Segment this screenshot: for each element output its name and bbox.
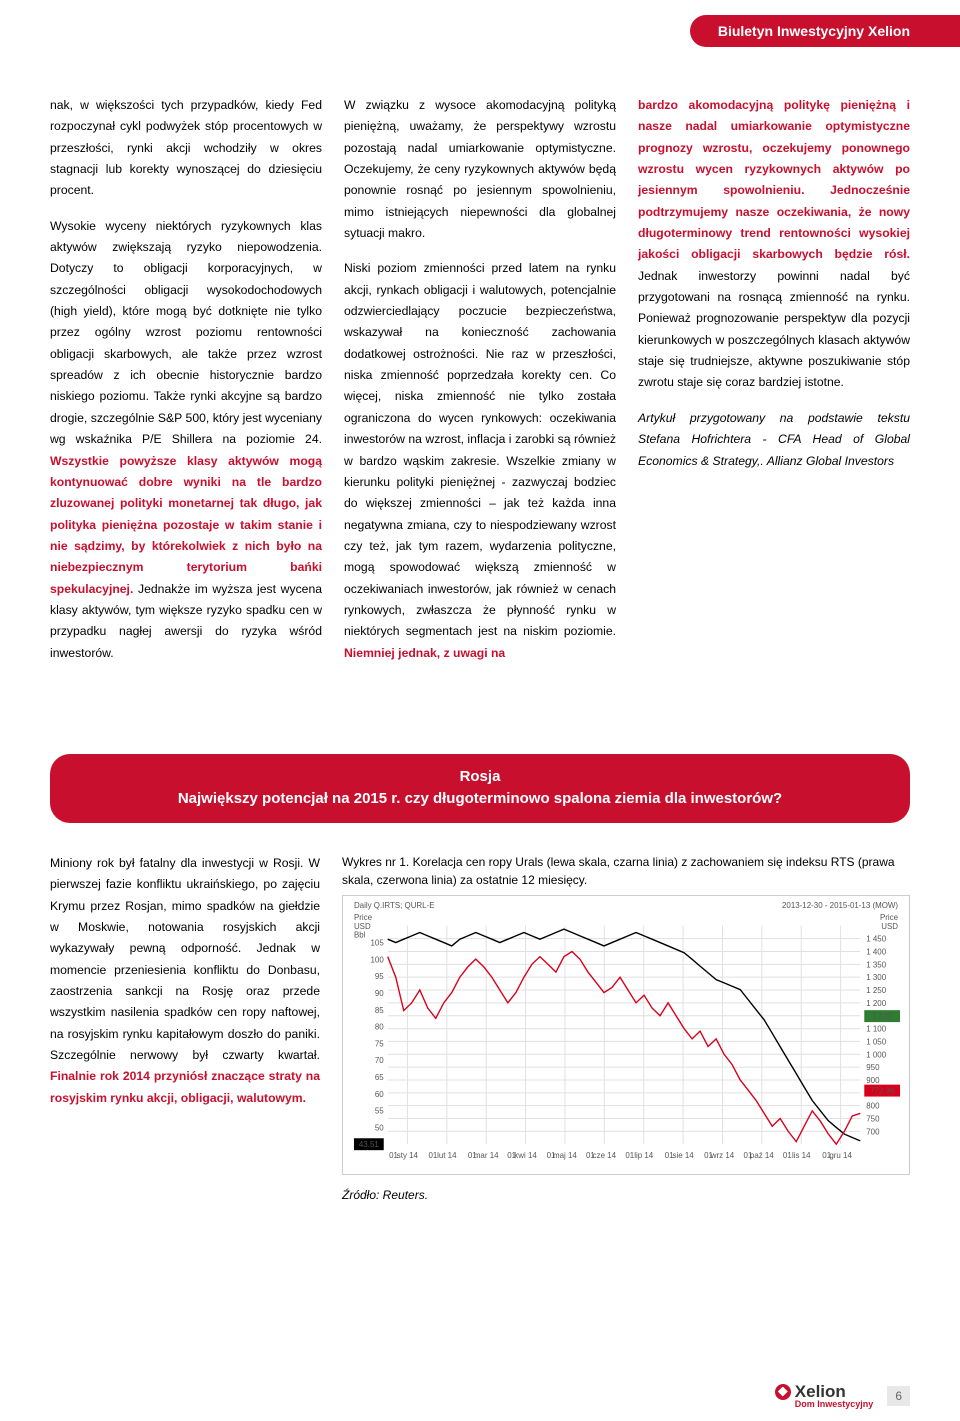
svg-text:1 100: 1 100	[866, 1024, 886, 1033]
col2-p2b: Niemniej jednak, z uwagi na	[344, 646, 505, 660]
svg-text:100: 100	[370, 955, 384, 964]
col1-p2b: Wszystkie powyższe klasy aktywów mogą ko…	[50, 454, 322, 596]
svg-text:maj 14: maj 14	[553, 1151, 577, 1160]
logo-mark-icon	[775, 1384, 791, 1400]
chart-title: Daily Q.IRTS; QURL-E	[354, 901, 435, 910]
svg-text:lut 14: lut 14	[437, 1151, 457, 1160]
logo-name: Xelion	[795, 1383, 846, 1400]
logo-sub: Dom Inwestycyjny	[795, 1400, 874, 1409]
svg-text:70: 70	[375, 1056, 384, 1065]
col1-p2a: Wysokie wyceny niektórych ryzykownych kl…	[50, 219, 322, 446]
lower-p1a: Miniony rok był fatalny dla inwestycji w…	[50, 856, 320, 1062]
svg-text:mar 14: mar 14	[474, 1151, 499, 1160]
svg-text:1 400: 1 400	[866, 947, 886, 956]
svg-text:wrz 14: wrz 14	[710, 1151, 735, 1160]
svg-text:lip 14: lip 14	[634, 1151, 654, 1160]
svg-text:75: 75	[375, 1039, 384, 1048]
left-axis-unit1: USD	[354, 922, 371, 931]
svg-text:700: 700	[866, 1127, 880, 1136]
svg-text:01: 01	[625, 1151, 634, 1160]
svg-text:1 300: 1 300	[866, 973, 886, 982]
section-banner: Rosja Największy potencjał na 2015 r. cz…	[50, 754, 910, 823]
left-axis-unit2: Bbl	[354, 931, 366, 940]
col2-p1: W związku z wysoce akomodacyjną polityką…	[344, 95, 616, 244]
svg-text:50: 50	[375, 1123, 384, 1132]
svg-text:lis 14: lis 14	[792, 1151, 811, 1160]
svg-text:1 050: 1 050	[866, 1037, 886, 1046]
svg-text:gru 14: gru 14	[829, 1151, 852, 1160]
col3-p1c: Jednak inwestorzy powinni nadal być przy…	[638, 269, 910, 390]
header-title: Biuletyn Inwestycyjny Xelion	[690, 15, 960, 47]
svg-text:1 200: 1 200	[866, 999, 886, 1008]
svg-text:kwi 14: kwi 14	[514, 1151, 537, 1160]
right-value-red: 772.36	[870, 1087, 895, 1096]
chart-caption: Wykres nr 1. Korelacja cen ropy Urals (l…	[342, 853, 910, 889]
svg-text:950: 950	[866, 1063, 880, 1072]
svg-text:01: 01	[507, 1151, 516, 1160]
col3-p1: bardzo akomodacyjną politykę pieniężną i…	[638, 95, 910, 394]
svg-text:1 450: 1 450	[866, 935, 886, 944]
lower-left: Miniony rok był fatalny dla inwestycji w…	[50, 853, 320, 1206]
svg-text:80: 80	[375, 1023, 384, 1032]
svg-text:95: 95	[375, 972, 384, 981]
lower-section: Miniony rok był fatalny dla inwestycji w…	[50, 853, 910, 1206]
svg-text:105: 105	[370, 939, 384, 948]
svg-text:paź 14: paź 14	[750, 1151, 774, 1160]
chart-container: Daily Q.IRTS; QURL-E 2013-12-30 - 2015-0…	[342, 895, 910, 1175]
banner-line2: Największy potencjał na 2015 r. czy dług…	[80, 788, 880, 811]
svg-text:90: 90	[375, 989, 384, 998]
right-axis-label: Price	[880, 913, 899, 922]
svg-text:sie 14: sie 14	[672, 1151, 694, 1160]
svg-text:01: 01	[586, 1151, 595, 1160]
series-black-line	[388, 929, 861, 1141]
right-value-green: 1.123	[872, 1012, 892, 1021]
svg-text:01: 01	[822, 1151, 831, 1160]
col-1: nak, w większości tych przypadków, kiedy…	[50, 95, 322, 664]
svg-text:cze 14: cze 14	[593, 1151, 617, 1160]
lower-right: Wykres nr 1. Korelacja cen ropy Urals (l…	[342, 853, 910, 1206]
col2-p2a: Niski poziom zmienności przed latem na r…	[344, 261, 616, 638]
left-axis-label: Price	[354, 913, 373, 922]
col-3: bardzo akomodacyjną politykę pieniężną i…	[638, 95, 910, 664]
svg-text:85: 85	[375, 1006, 384, 1015]
right-axis-unit: USD	[881, 922, 898, 931]
svg-text:01: 01	[547, 1151, 556, 1160]
svg-text:01: 01	[468, 1151, 477, 1160]
chart-source: Źródło: Reuters.	[342, 1185, 910, 1206]
chart-svg: Daily Q.IRTS; QURL-E 2013-12-30 - 2015-0…	[343, 896, 909, 1174]
lower-p1b: Finalnie rok 2014 przyniósł znaczące str…	[50, 1069, 320, 1104]
svg-text:1 000: 1 000	[866, 1050, 886, 1059]
svg-text:750: 750	[866, 1114, 880, 1123]
page-number: 6	[887, 1386, 910, 1406]
left-value: 43.51	[359, 1140, 379, 1149]
svg-text:01: 01	[783, 1151, 792, 1160]
svg-text:800: 800	[866, 1102, 880, 1111]
brand-logo: Xelion Dom Inwestycyjny	[775, 1383, 874, 1409]
svg-text:60: 60	[375, 1090, 384, 1099]
col2-p2: Niski poziom zmienności przed latem na r…	[344, 258, 616, 664]
svg-text:900: 900	[866, 1076, 880, 1085]
svg-text:55: 55	[375, 1107, 384, 1116]
col1-p1: nak, w większości tych przypadków, kiedy…	[50, 95, 322, 202]
svg-text:01: 01	[744, 1151, 753, 1160]
svg-text:1 250: 1 250	[866, 986, 886, 995]
footer: Xelion Dom Inwestycyjny 6	[775, 1383, 910, 1409]
col1-p2: Wysokie wyceny niektórych ryzykownych kl…	[50, 216, 322, 664]
banner-line1: Rosja	[80, 766, 880, 789]
svg-text:01: 01	[389, 1151, 398, 1160]
svg-text:01: 01	[704, 1151, 713, 1160]
svg-text:01: 01	[665, 1151, 674, 1160]
chart-date-range: 2013-12-30 - 2015-01-13 (MOW)	[782, 901, 898, 910]
col3-p2: Artykuł przygotowany na podstawie tekstu…	[638, 408, 910, 472]
svg-text:sty 14: sty 14	[397, 1151, 419, 1160]
article-columns: nak, w większości tych przypadków, kiedy…	[50, 95, 910, 664]
svg-text:1 350: 1 350	[866, 960, 886, 969]
series-red-line	[388, 951, 861, 1144]
svg-text:01: 01	[428, 1151, 437, 1160]
lower-p1: Miniony rok był fatalny dla inwestycji w…	[50, 853, 320, 1109]
svg-text:65: 65	[375, 1073, 384, 1082]
col-2: W związku z wysoce akomodacyjną polityką…	[344, 95, 616, 664]
